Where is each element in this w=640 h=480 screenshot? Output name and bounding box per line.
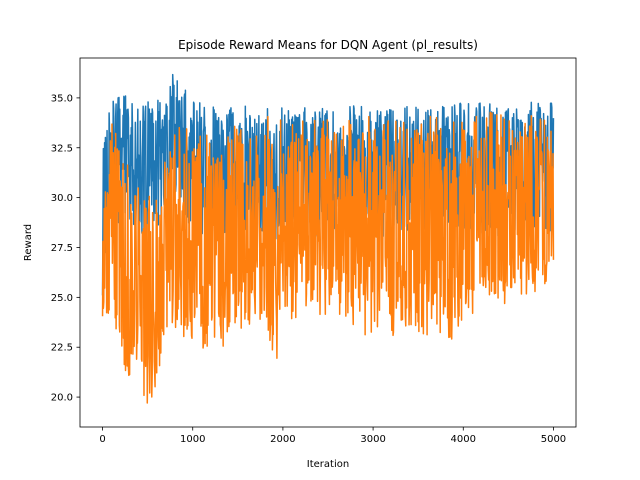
x-tick-label: 2000: [270, 434, 295, 445]
y-tick-label: 22.5: [51, 343, 73, 354]
x-tick-label: 0: [99, 434, 105, 445]
y-axis: 20.0 22.5 25.0 27.5 30.0 32.5 35.0: [51, 93, 80, 404]
y-tick-label: 32.5: [51, 143, 73, 154]
y-tick-label: 35.0: [51, 93, 73, 104]
chart-title: Episode Reward Means for DQN Agent (pl_r…: [178, 38, 478, 52]
x-tick-label: 3000: [360, 434, 385, 445]
y-tick-label: 25.0: [51, 293, 73, 304]
y-tick-label: 20.0: [51, 393, 73, 404]
plot-area-frame: [79, 57, 577, 428]
x-axis-label: Iteration: [307, 459, 349, 470]
y-tick-label: 27.5: [51, 243, 73, 254]
y-tick-label: 30.0: [51, 193, 73, 204]
series-line-2: [101, 111, 555, 404]
series-layer: [101, 73, 555, 404]
x-tick-label: 4000: [451, 434, 476, 445]
y-axis-label: Reward: [23, 224, 34, 261]
x-tick-label: 5000: [541, 434, 566, 445]
x-axis: 0 1000 2000 3000 4000 5000: [99, 427, 566, 445]
x-tick-label: 1000: [180, 434, 205, 445]
